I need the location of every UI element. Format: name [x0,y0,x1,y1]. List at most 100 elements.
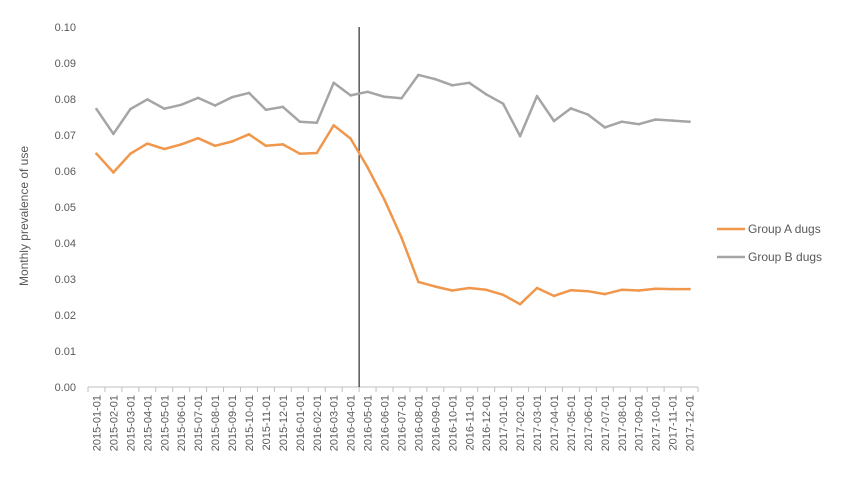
data-point [179,143,183,146]
data-point [501,293,505,297]
data-point [196,136,200,140]
data-point [213,104,217,107]
data-point [332,123,335,127]
data-point [603,126,607,129]
x-tick-label: 2016-02-01 [312,395,324,451]
y-tick-label: 0.02 [55,310,76,322]
data-point [349,94,352,97]
data-point [434,285,437,288]
x-tick-label: 2015-08-01 [210,395,222,451]
data-point [417,280,420,284]
x-tick-label: 2015-05-01 [159,395,171,451]
legend-label: Group B dugs [748,250,822,264]
data-point [417,73,420,77]
x-tick-label: 2016-05-01 [363,395,375,451]
data-point [654,118,657,121]
data-point [671,287,674,291]
data-point [620,288,624,292]
data-point [569,288,573,292]
data-point [501,102,505,105]
x-tick-label: 2015-03-01 [125,395,137,451]
y-tick-label: 0.07 [55,130,76,142]
data-point [230,140,234,143]
data-point [366,166,369,169]
x-tick-label: 2017-10-01 [651,395,663,451]
data-point [688,120,691,123]
x-tick-label: 2015-09-01 [227,395,239,451]
data-point [129,152,132,156]
data-point [484,93,488,96]
x-tick-label: 2017-03-01 [532,395,544,451]
data-point [196,96,200,100]
data-point [434,77,437,81]
data-point [247,132,251,136]
data-point [400,96,403,100]
data-point [569,107,573,110]
y-axis-ticks: 0.00 0.01 0.02 0.03 0.04 0.05 0.06 0.07 0.08 0.09… [55,22,76,394]
x-tick-label: 2015-11-01 [261,395,273,450]
data-point [552,119,556,123]
legend-label: Group A dugs [748,222,821,236]
data-point [146,142,149,145]
data-point [484,288,488,292]
x-tick-label: 2017-01-01 [498,395,510,451]
x-tick-label: 2017-05-01 [566,395,578,451]
y-tick-label: 0.08 [55,94,76,106]
data-point [383,95,386,99]
x-tick-label: 2017-04-01 [549,395,561,451]
data-point [298,152,302,156]
y-tick-label: 0.00 [55,382,76,394]
data-point [95,152,98,156]
data-point [400,236,403,239]
data-point [281,105,285,109]
x-tick-label: 2017-12-01 [685,395,697,451]
data-point [162,107,166,111]
x-tick-label: 2016-07-01 [396,395,408,451]
legend: Group A dugs Group B dugs [717,222,822,264]
data-point [146,98,149,101]
data-point [315,151,319,155]
data-point [247,91,251,95]
data-point [637,122,640,126]
y-tick-label: 0.01 [55,346,76,358]
data-point [112,132,115,136]
x-tick-label: 2016-11-01 [464,395,476,450]
series-group [95,73,691,306]
data-point [451,84,454,87]
y-tick-label: 0.03 [55,274,76,286]
data-point [671,119,674,122]
data-point [366,90,369,94]
y-tick-label: 0.05 [55,202,76,214]
x-tick-label: 2016-06-01 [380,395,392,451]
series-line [95,124,690,306]
y-tick-label: 0.10 [55,22,76,34]
x-tick-label: 2016-04-01 [346,395,358,451]
data-point [383,198,386,202]
x-tick-label: 2015-10-01 [244,395,256,451]
x-tick-label: 2017-07-01 [600,395,612,451]
data-point [264,144,268,148]
data-point [213,144,217,148]
x-tick-label: 2015-04-01 [142,395,154,451]
y-axis-title: Monthly prevalence of use [17,146,31,286]
data-point [654,287,657,291]
data-point [586,113,590,116]
data-point [179,103,183,107]
series-line [95,73,690,138]
data-point [518,134,522,138]
x-tick-label: 2016-10-01 [447,395,459,451]
x-tick-label: 2016-09-01 [430,395,442,451]
data-point [129,107,132,111]
y-tick-label: 0.04 [55,238,76,250]
x-tick-label: 2015-06-01 [176,395,188,451]
data-point [637,289,640,292]
x-tick-label: 2017-02-01 [515,395,527,451]
data-point [518,302,522,306]
data-point [162,147,166,151]
data-point [281,143,285,146]
data-point [586,289,590,293]
x-tick-label: 2015-07-01 [193,395,205,451]
x-tick-label: 2016-12-01 [481,395,493,451]
data-point [112,171,115,174]
